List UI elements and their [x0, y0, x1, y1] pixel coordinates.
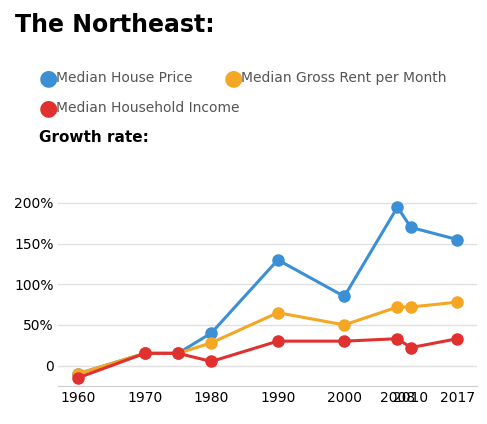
Median Gross Rent per Month — [341, 322, 347, 327]
Median Household Income — [142, 351, 148, 356]
Median Household Income — [275, 339, 281, 344]
Median Gross Rent per Month — [208, 340, 214, 345]
Median House Price — [394, 204, 400, 209]
Text: The Northeast:: The Northeast: — [15, 13, 214, 37]
Median Gross Rent per Month — [142, 351, 148, 356]
Line: Median Gross Rent per Month: Median Gross Rent per Month — [73, 296, 463, 379]
Text: Median Gross Rent per Month: Median Gross Rent per Month — [241, 71, 447, 86]
Text: ●: ● — [39, 68, 58, 89]
Text: Median House Price: Median House Price — [56, 71, 192, 86]
Line: Median House Price: Median House Price — [73, 201, 463, 379]
Median House Price — [142, 351, 148, 356]
Median Household Income — [394, 336, 400, 341]
Median House Price — [208, 330, 214, 335]
Median Gross Rent per Month — [75, 371, 81, 376]
Median House Price — [175, 351, 181, 356]
Median Gross Rent per Month — [175, 351, 181, 356]
Median Household Income — [341, 339, 347, 344]
Text: Median Household Income: Median Household Income — [56, 101, 240, 115]
Median House Price — [341, 294, 347, 299]
Median House Price — [454, 237, 460, 242]
Median Household Income — [408, 345, 413, 350]
Text: ●: ● — [39, 98, 58, 118]
Median Household Income — [75, 375, 81, 380]
Median Household Income — [454, 336, 460, 341]
Median Household Income — [208, 359, 214, 364]
Text: Growth rate:: Growth rate: — [39, 130, 149, 145]
Median Household Income — [175, 351, 181, 356]
Median House Price — [408, 225, 413, 230]
Median Gross Rent per Month — [275, 310, 281, 315]
Text: ●: ● — [224, 68, 244, 89]
Median House Price — [75, 371, 81, 376]
Median Gross Rent per Month — [408, 304, 413, 310]
Median Gross Rent per Month — [454, 300, 460, 305]
Median House Price — [275, 257, 281, 262]
Median Gross Rent per Month — [394, 304, 400, 310]
Line: Median Household Income: Median Household Income — [73, 333, 463, 383]
